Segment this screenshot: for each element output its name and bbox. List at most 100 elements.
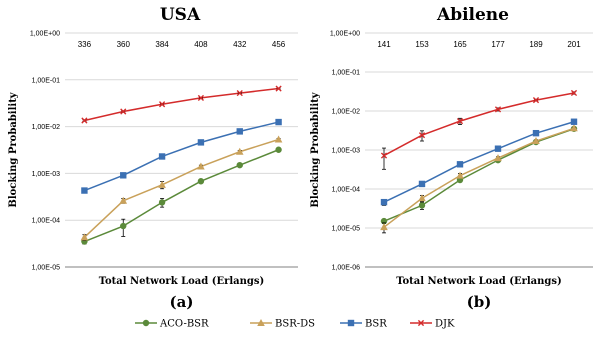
legend-entry-aco-bsr: ACO-BSR bbox=[135, 319, 209, 330]
data-point bbox=[236, 161, 243, 169]
data-point bbox=[275, 85, 282, 92]
chart-title: USA bbox=[160, 5, 201, 25]
y-axis-label: Blocking Probability bbox=[310, 91, 321, 207]
data-point bbox=[418, 194, 426, 202]
data-point bbox=[120, 222, 127, 230]
series-bsr bbox=[81, 118, 282, 194]
chart-title: Abilene bbox=[436, 5, 509, 25]
data-point bbox=[380, 152, 388, 159]
series-line bbox=[84, 149, 279, 243]
series-line bbox=[83, 138, 279, 238]
y-tick-label: 1,00E+00 bbox=[30, 31, 60, 38]
data-point bbox=[570, 89, 578, 97]
x-axis-label: Total Network Load (Erlangs) bbox=[99, 276, 265, 287]
data-point bbox=[570, 118, 578, 125]
legend-entry-bsr: BSR bbox=[340, 319, 387, 330]
data-point-stroke-b bbox=[197, 94, 205, 102]
series-djk bbox=[81, 85, 282, 124]
y-tick-label: 1,00E-05 bbox=[332, 226, 361, 233]
y-tick-label: 1,00E-02 bbox=[32, 124, 61, 131]
legend: ACO-BSR BSR-DS BSR DJK bbox=[135, 319, 455, 330]
legend-marker-stroke-b bbox=[417, 319, 425, 327]
legend-label: DJK bbox=[435, 319, 455, 330]
data-point bbox=[380, 223, 388, 231]
data-point bbox=[235, 147, 244, 155]
y-tick-label: 1,00E-01 bbox=[332, 70, 361, 77]
data-point bbox=[236, 128, 243, 135]
data-point-stroke-b bbox=[418, 132, 426, 139]
series-line bbox=[383, 121, 575, 203]
series-aco-bsr bbox=[380, 125, 578, 225]
legend-entry-djk: DJK bbox=[410, 319, 455, 330]
data-point bbox=[197, 94, 205, 102]
data-point bbox=[494, 145, 502, 152]
legend-marker bbox=[257, 319, 265, 326]
y-tick-label: 1,00E-04 bbox=[332, 187, 361, 194]
series-line bbox=[84, 121, 279, 192]
data-point-stroke-b bbox=[120, 108, 127, 115]
legend-label: BSR bbox=[365, 319, 387, 330]
series-line bbox=[383, 128, 575, 222]
data-point bbox=[418, 132, 426, 139]
data-point bbox=[158, 199, 166, 206]
legend-marker bbox=[347, 319, 355, 327]
data-point bbox=[570, 124, 578, 132]
data-point bbox=[158, 153, 166, 160]
data-point bbox=[120, 172, 127, 179]
panel-label: (a) bbox=[170, 293, 194, 311]
legend-label: BSR-DS bbox=[275, 319, 315, 330]
data-point bbox=[418, 180, 426, 188]
data-point bbox=[197, 162, 205, 170]
y-tick-label: 1,00E-06 bbox=[332, 265, 361, 272]
data-point-stroke-b bbox=[380, 152, 388, 159]
legend-marker bbox=[142, 319, 150, 327]
data-point bbox=[456, 171, 464, 179]
y-tick-label: 1,00E-04 bbox=[32, 218, 61, 225]
series-djk bbox=[380, 89, 578, 170]
x-tick-label: 153 bbox=[415, 40, 429, 49]
x-tick-label: 336 bbox=[78, 40, 92, 49]
data-point bbox=[275, 118, 282, 126]
x-tick-label: 360 bbox=[117, 40, 131, 49]
data-point bbox=[81, 117, 88, 124]
data-point-stroke-b bbox=[275, 85, 282, 92]
data-point bbox=[456, 161, 464, 168]
chart-usa: USA 1,00E-05 1,00E-04 1,00E-03 1,00E-02 1,00E… bbox=[8, 5, 298, 311]
x-tick-label: 189 bbox=[529, 40, 543, 49]
data-point-stroke-b bbox=[570, 89, 578, 97]
data-point bbox=[418, 202, 426, 209]
data-point bbox=[275, 146, 282, 153]
data-point-stroke-b bbox=[81, 117, 88, 124]
x-tick-label: 201 bbox=[567, 40, 581, 49]
data-point bbox=[494, 106, 502, 113]
data-point bbox=[380, 198, 388, 206]
data-point-stroke-b bbox=[236, 89, 243, 97]
y-tick-label: 1,00E-02 bbox=[332, 109, 361, 116]
x-tick-label: 408 bbox=[194, 40, 208, 49]
series-line bbox=[383, 127, 575, 228]
data-point bbox=[119, 196, 128, 204]
data-point bbox=[120, 108, 127, 115]
x-tick-label: 177 bbox=[491, 40, 505, 49]
data-point bbox=[197, 178, 205, 185]
data-point bbox=[494, 154, 502, 162]
x-tick-label: 141 bbox=[377, 40, 391, 49]
series-line bbox=[84, 87, 279, 122]
data-point bbox=[532, 97, 540, 104]
y-tick-label: 1,00E-03 bbox=[32, 171, 61, 178]
chart-abilene: Abilene 1,00E-06 1,00E-05 1,00E-04 1,00E-03 1… bbox=[310, 5, 593, 311]
data-point-stroke-b bbox=[456, 118, 464, 125]
data-point bbox=[456, 118, 464, 125]
x-axis-label: Total Network Load (Erlangs) bbox=[396, 276, 562, 287]
x-tick-label: 432 bbox=[233, 40, 247, 49]
data-point bbox=[81, 187, 88, 194]
x-tick-label: 384 bbox=[155, 40, 169, 49]
series-bsr bbox=[380, 118, 578, 206]
y-axis-label: Blocking Probability bbox=[8, 91, 19, 207]
data-point bbox=[197, 139, 205, 146]
data-point bbox=[80, 233, 89, 241]
series-line bbox=[383, 92, 575, 157]
series-aco-bsr bbox=[81, 146, 282, 245]
data-point-stroke-b bbox=[158, 101, 166, 108]
